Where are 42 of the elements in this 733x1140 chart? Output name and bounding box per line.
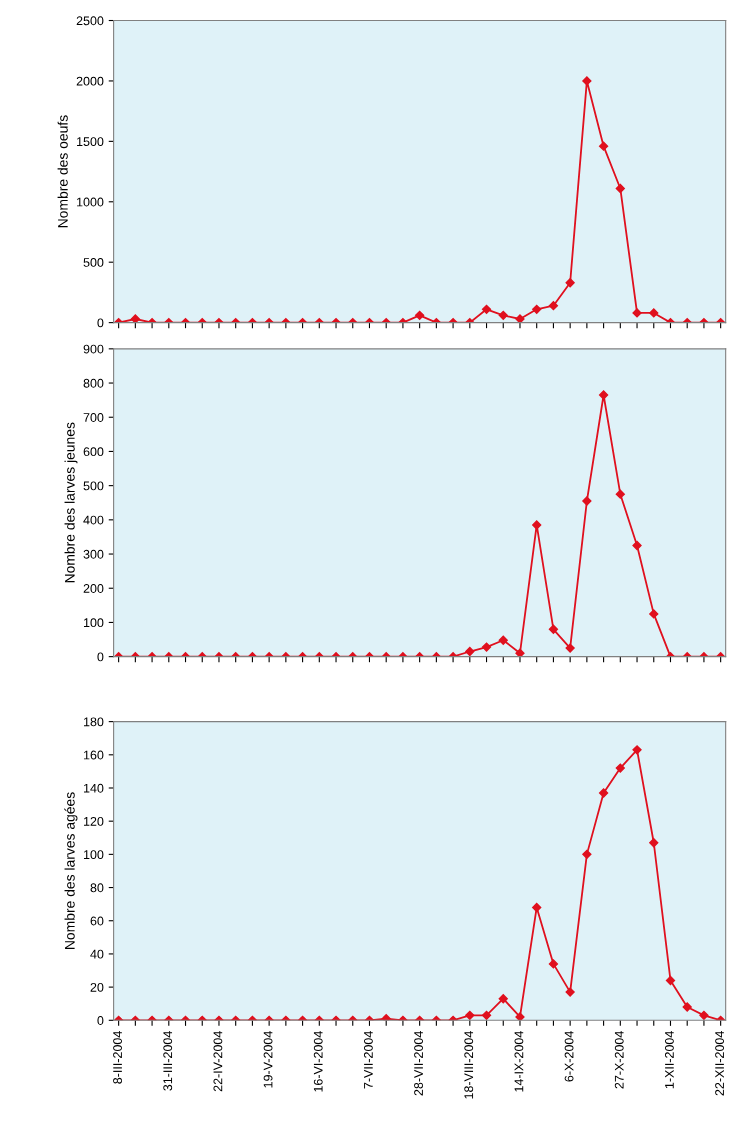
y-tick-label: 0 — [97, 1016, 104, 1025]
y-axis-title: Nombre des larves agées — [64, 792, 78, 949]
y-tick-label: 1500 — [77, 137, 104, 147]
y-axis-title: Nombre des larves jeunes — [64, 422, 78, 583]
y-tick-label: 40 — [90, 949, 104, 959]
y-tick-label: 300 — [83, 549, 104, 559]
y-tick-label: 2000 — [76, 76, 104, 86]
y-tick-label: 500 — [83, 258, 104, 267]
y-tick-label: 900 — [83, 344, 104, 354]
y-tick-label: 180 — [83, 717, 104, 727]
x-tick-label: 22-XII-2004 — [715, 1031, 725, 1096]
y-tick-label: 60 — [90, 916, 104, 926]
x-tick-label: 7-VII-2004 — [363, 1031, 373, 1089]
y-axis-title: Nombre des oeufs — [57, 115, 68, 228]
x-tick-label: 19-V-2004 — [263, 1031, 273, 1088]
y-tick-label: 120 — [83, 816, 104, 826]
y-tick-label: 140 — [83, 783, 104, 793]
x-tick-label: 14-IX-2004 — [514, 1031, 524, 1092]
y-tick-label: 0 — [97, 318, 104, 328]
x-tick-label: 28-VII-2004 — [414, 1031, 423, 1096]
x-tick-label: 6-X-2004 — [564, 1031, 574, 1082]
x-tick-label: 31-III-2004 — [163, 1031, 173, 1091]
y-tick-label: 400 — [83, 515, 104, 525]
x-tick-label: 27-X-2004 — [614, 1031, 624, 1089]
x-tick-label: 16-VI-2004 — [313, 1031, 323, 1092]
y-tick-label: 2500 — [76, 16, 104, 26]
y-tick-label: 1000 — [77, 197, 104, 207]
y-tick-label: 700 — [83, 413, 104, 422]
x-tick-label: 1-XII-2004 — [664, 1031, 674, 1089]
y-tick-label: 160 — [83, 750, 104, 760]
y-tick-label: 600 — [83, 447, 104, 457]
y-tick-label: 80 — [90, 883, 104, 893]
x-tick-label: 22-IV-2004 — [213, 1031, 223, 1092]
y-tick-label: 100 — [83, 618, 104, 628]
y-tick-label: 800 — [83, 378, 104, 388]
x-tick-label: 8-III-2004 — [113, 1031, 122, 1084]
y-tick-label: 500 — [83, 481, 104, 491]
y-tick-label: 20 — [90, 982, 104, 992]
y-tick-label: 200 — [83, 584, 104, 593]
y-tick-label: 0 — [97, 652, 104, 662]
x-tick-label: 18-VIII-2004 — [464, 1031, 474, 1099]
y-tick-label: 100 — [83, 850, 104, 860]
